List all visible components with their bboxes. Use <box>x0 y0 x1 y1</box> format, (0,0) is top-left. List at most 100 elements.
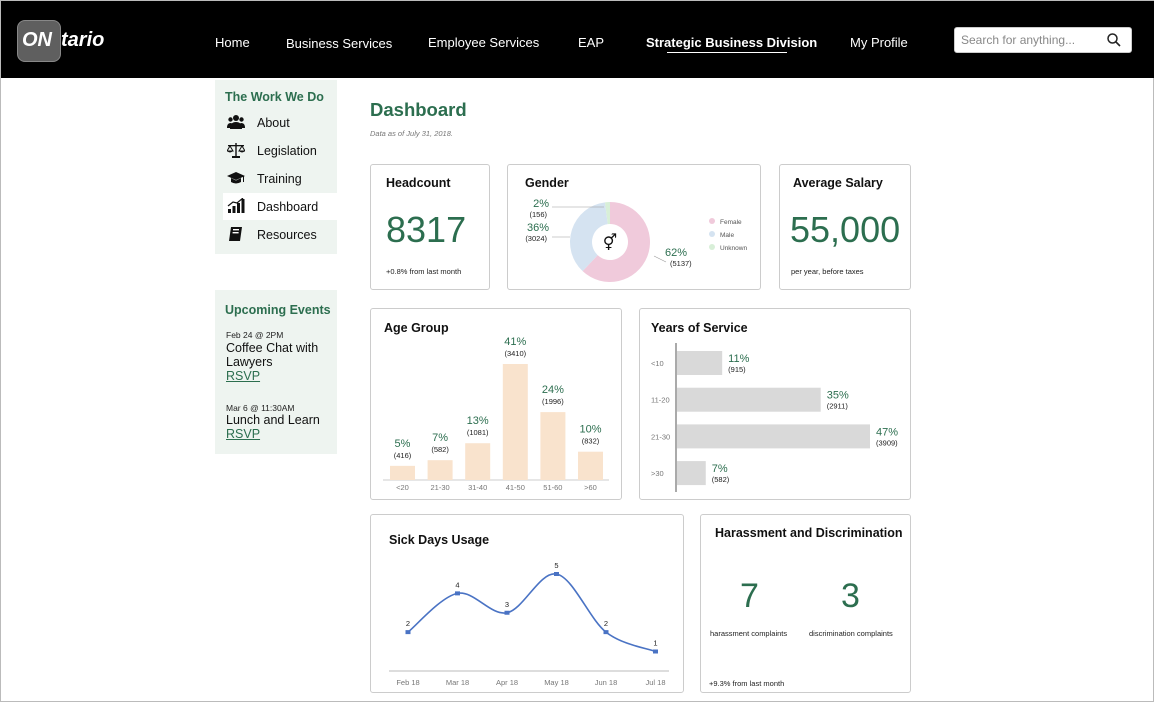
card-title: Gender <box>525 176 569 190</box>
donut-slice-female <box>582 202 650 282</box>
event-date: Feb 24 @ 2PM <box>226 330 284 340</box>
tick-label: Mar 18 <box>446 678 469 687</box>
count-label: (582) <box>431 445 449 454</box>
events-title: Upcoming Events <box>225 303 331 317</box>
sidebar-item-dashboard[interactable]: Dashboard <box>223 193 337 220</box>
tick-label: <10 <box>651 359 664 368</box>
percent-label: 47% <box>876 426 898 438</box>
data-label: 3 <box>505 600 509 609</box>
age-group-bar-chart: 5%(416)<207%(582)21-3013%(1081)31-4041%(… <box>383 336 609 492</box>
percent-label: 2% <box>533 198 549 210</box>
tick-label: 21-30 <box>431 483 450 492</box>
tick-label: Jul 18 <box>645 678 665 687</box>
sidebar-work-we-do: The Work We Do About Legislation Trainin… <box>215 80 337 254</box>
gender-legend: Female Male Unknown <box>709 218 747 257</box>
sidebar-item-training[interactable]: Training <box>223 165 337 192</box>
bar-51-60 <box>540 412 566 480</box>
sidebar-item-label: Resources <box>257 228 317 242</box>
tick-label: 11-20 <box>651 396 670 405</box>
age-group-card: Age Group 5% (416) <20 7% (582) 21-30 13% (1081… <box>370 308 622 500</box>
nav-business-services[interactable]: Business Services <box>286 36 393 51</box>
data-point <box>603 630 609 635</box>
headcount-change: +0.8% from last month <box>386 267 462 276</box>
years-of-service-card: Years of Service <10 11% (915) 11-20 35% (291… <box>639 308 911 500</box>
nav-eap[interactable]: EAP <box>578 35 605 50</box>
average-salary-card: Average Salary 55,000 per year, before t… <box>779 164 911 290</box>
tick-label: 21-30 <box>651 432 670 441</box>
nav-home[interactable]: Home <box>215 35 250 50</box>
legend-label: Unknown <box>720 245 748 252</box>
rsvp-link[interactable]: RSVP <box>226 427 261 441</box>
gender-card: Gender ⚥ 62% (5137) 36% (3024) 2% (156) Female… <box>507 164 761 290</box>
card-title: Sick Days Usage <box>389 533 490 547</box>
graduation-cap-icon <box>227 172 245 184</box>
donut-slice-male <box>570 202 608 272</box>
sidebar-item-resources[interactable]: Resources <box>223 221 337 248</box>
salary-value: 55,000 <box>790 209 901 250</box>
scales-icon <box>227 143 245 158</box>
sidebar-item-about[interactable]: About <box>223 109 337 136</box>
bar-31-40 <box>465 443 491 480</box>
percent-label: 5% <box>395 438 411 450</box>
percent-label: 7% <box>712 463 728 475</box>
rsvp-link[interactable]: RSVP <box>226 369 261 383</box>
headcount-card: Headcount 8317 +0.8% from last month <box>370 164 490 290</box>
data-point <box>455 591 460 596</box>
bar-41-50 <box>502 364 528 480</box>
event-date: Mar 6 @ 11:30AM <box>226 403 295 413</box>
complaints-change: +9.3% from last month <box>709 679 785 688</box>
bar->30 <box>677 461 706 486</box>
upcoming-events-panel: Upcoming Events Feb 24 @ 2PM Coffee Chat… <box>215 290 337 454</box>
percent-label: 10% <box>579 424 601 436</box>
page-title: Dashboard <box>370 99 467 120</box>
legend-label: Male <box>720 232 735 239</box>
bar-chart-icon <box>227 198 245 213</box>
sidebar-item-label: Dashboard <box>257 200 319 214</box>
data-label: 4 <box>455 580 459 589</box>
count-label: (832) <box>582 437 600 446</box>
legend-item-female: Female <box>709 218 747 231</box>
salary-note: per year, before taxes <box>791 267 864 276</box>
nav-employee-services[interactable]: Employee Services <box>428 35 540 50</box>
count-label: (3410) <box>504 349 526 358</box>
tick-label: Jun 18 <box>595 678 618 687</box>
donut-slice-unknown <box>604 202 610 225</box>
nav-my-profile[interactable]: My Profile <box>850 35 908 50</box>
tick-label: Apr 18 <box>496 678 518 687</box>
card-title: Harassment and Discrimination <box>715 526 903 540</box>
percent-label: 13% <box>467 415 489 427</box>
sick-days-card: Sick Days Usage 2 Feb 18 4 Mar 18 3 Apr 18 5 Ma… <box>370 514 684 693</box>
count-label: (3024) <box>525 234 547 243</box>
sidebar-item-legislation[interactable]: Legislation <box>223 137 337 164</box>
nav-strategic-business-division[interactable]: Strategic Business Division <box>646 35 818 50</box>
search-icon[interactable] <box>1106 32 1122 48</box>
years-of-service-bar-chart: <10 11%(915) 11-20 35%(2911) 21-30 47%(3909) >… <box>651 343 898 492</box>
card-title: Age Group <box>384 321 449 335</box>
sidebar-item-label: Training <box>257 172 302 186</box>
data-label: 5 <box>554 561 558 570</box>
headcount-value: 8317 <box>386 209 467 250</box>
bar-<10 <box>677 351 723 375</box>
tick-label: <20 <box>396 483 409 492</box>
data-point <box>504 610 510 615</box>
count-label: (1081) <box>467 428 489 437</box>
logo-badge <box>17 20 61 62</box>
count-label: (1996) <box>542 397 564 406</box>
sidebar-item-label: Legislation <box>257 144 317 158</box>
book-icon <box>229 227 242 241</box>
logo-rest-text: tario <box>61 29 105 51</box>
bar->60 <box>578 451 603 480</box>
data-label: 2 <box>604 619 608 628</box>
logo-on-text: ON <box>22 29 52 51</box>
percent-label: 35% <box>827 390 849 402</box>
count-label: (3909) <box>876 438 898 447</box>
bar-21-30 <box>677 424 870 449</box>
event-title: Lunch and Learn <box>226 413 320 427</box>
data-point <box>405 630 411 635</box>
series-line <box>407 573 656 653</box>
discrimination-label: discrimination complaints <box>809 629 893 638</box>
nav-active-underline <box>667 52 787 53</box>
search-input[interactable] <box>961 31 1101 49</box>
discrimination-value: 3 <box>841 577 860 615</box>
harassment-card: Harassment and Discrimination 7 harassme… <box>700 514 911 693</box>
